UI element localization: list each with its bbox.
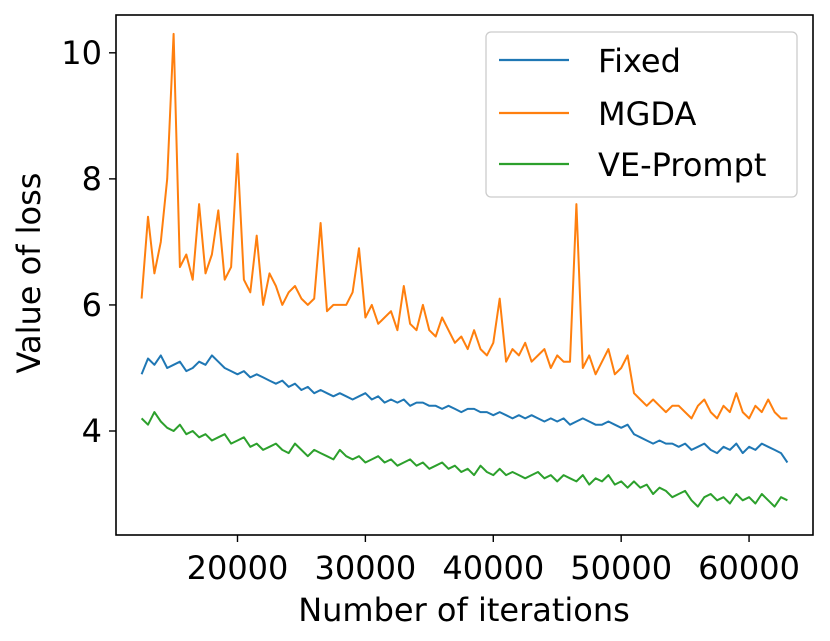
plot-frame <box>115 14 814 536</box>
x-tick-label: 60000 <box>698 549 800 587</box>
y-tick-label: 4 <box>82 412 102 450</box>
legend-label-mgda: MGDA <box>598 95 696 133</box>
y-tick-label: 8 <box>82 160 102 198</box>
x-tick-label: 50000 <box>570 549 672 587</box>
legend: Fixed MGDA VE-Prompt <box>485 31 798 198</box>
x-axis-ticks: 20000 30000 40000 50000 60000 <box>187 535 800 587</box>
x-tick-label: 30000 <box>314 549 416 587</box>
legend-label-ve-prompt: VE-Prompt <box>598 146 766 184</box>
legend-box <box>485 31 798 198</box>
y-axis-label: Value of loss <box>10 173 48 374</box>
y-axis-ticks: 4 6 8 10 <box>61 34 116 450</box>
y-tick-label: 6 <box>82 286 102 324</box>
series-line-mgda <box>140 32 788 420</box>
x-tick-label: 40000 <box>442 549 544 587</box>
series-line-fixed <box>140 354 789 464</box>
x-axis-label: Number of iterations <box>298 591 630 629</box>
x-tick-label: 20000 <box>187 549 289 587</box>
series-line-ve-prompt <box>140 411 788 508</box>
legend-label-fixed: Fixed <box>598 42 681 80</box>
y-tick-label: 10 <box>61 34 102 72</box>
series-layer <box>140 32 789 508</box>
